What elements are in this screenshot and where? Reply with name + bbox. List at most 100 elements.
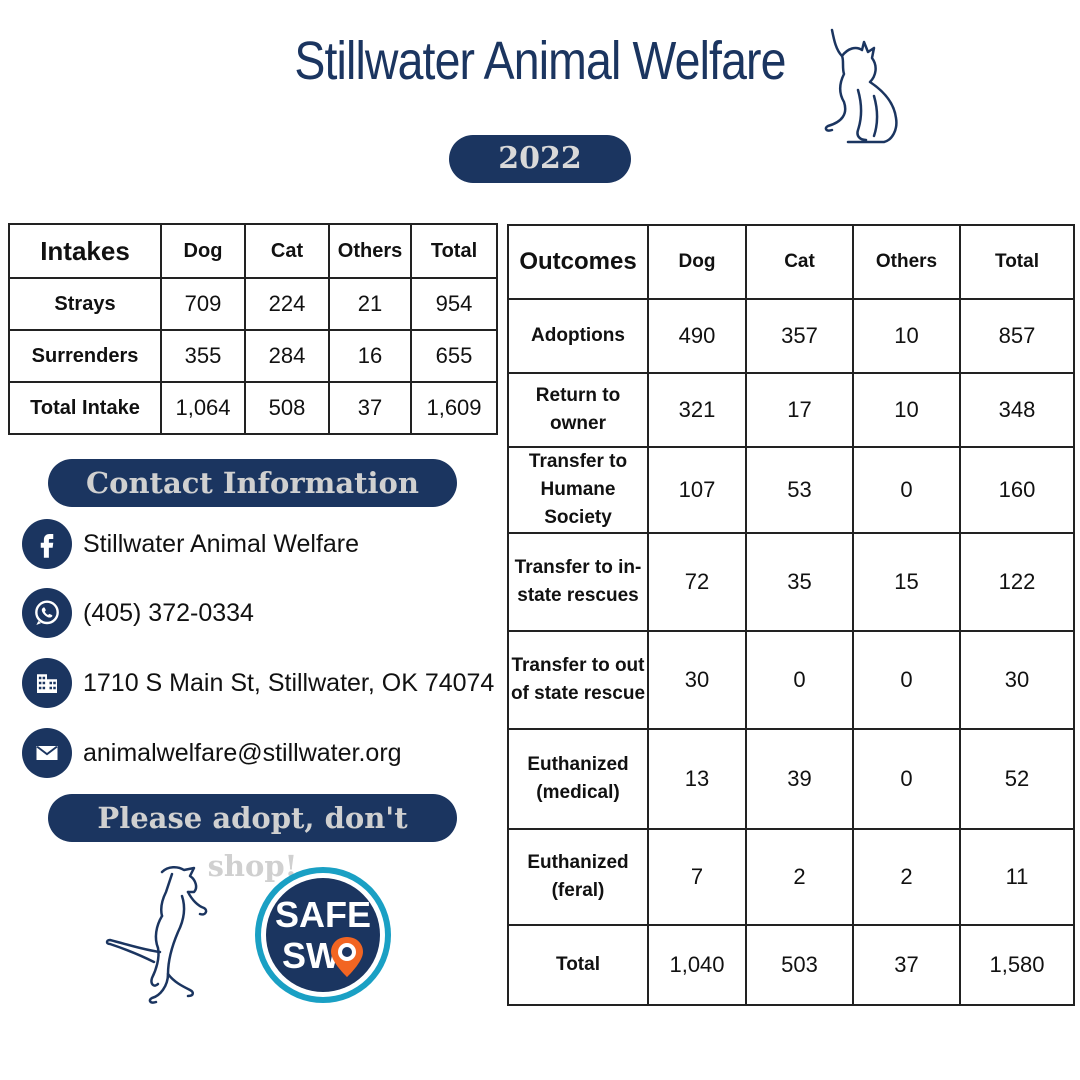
- contact-email[interactable]: animalwelfare@stillwater.org: [22, 727, 402, 779]
- row-label: Total: [507, 924, 649, 1006]
- contact-facebook[interactable]: Stillwater Animal Welfare: [22, 518, 359, 570]
- column-header: Dog: [647, 224, 747, 300]
- whatsapp-icon: [22, 588, 72, 638]
- row-label: Adoptions: [507, 298, 649, 374]
- table-cell: 53: [745, 446, 854, 534]
- safe-swo-badge: SAFE SW: [255, 867, 391, 1003]
- table-cell: 21: [328, 277, 412, 331]
- badge-line1: SAFE: [275, 894, 371, 935]
- table-cell: 1,064: [160, 381, 246, 435]
- table-cell: 508: [244, 381, 330, 435]
- intakes-heading: Intakes: [8, 223, 162, 279]
- table-cell: 30: [959, 630, 1075, 730]
- row-label: Transfer to in-state rescues: [507, 532, 649, 632]
- table-cell: 10: [852, 298, 961, 374]
- table-cell: 1,609: [410, 381, 498, 435]
- table-cell: 0: [852, 446, 961, 534]
- column-header: Total: [959, 224, 1075, 300]
- table-cell: 348: [959, 372, 1075, 448]
- row-label: Euthanized (feral): [507, 828, 649, 926]
- table-cell: 0: [852, 630, 961, 730]
- table-cell: 655: [410, 329, 498, 383]
- table-cell: 0: [745, 630, 854, 730]
- table-cell: 0: [852, 728, 961, 830]
- table-cell: 224: [244, 277, 330, 331]
- table-cell: 857: [959, 298, 1075, 374]
- table-row: Euthanized (feral) 7 2 2 11: [507, 828, 1075, 926]
- slogan-banner: Please adopt, don't shop!: [48, 794, 457, 883]
- column-header: Dog: [160, 223, 246, 279]
- table-cell: 52: [959, 728, 1075, 830]
- table-cell: 503: [745, 924, 854, 1006]
- table-cell: 284: [244, 329, 330, 383]
- row-label: Transfer to out of state rescue: [507, 630, 649, 730]
- column-header: Cat: [244, 223, 330, 279]
- column-header: Cat: [745, 224, 854, 300]
- email-address: animalwelfare@stillwater.org: [83, 738, 402, 767]
- table-cell: 15: [852, 532, 961, 632]
- table-row: Total 1,040 503 37 1,580: [507, 924, 1075, 1006]
- table-row: Euthanized (medical) 13 39 0 52: [507, 728, 1075, 830]
- table-row: Return to owner 321 17 10 348: [507, 372, 1075, 448]
- phone-number: (405) 372-0334: [83, 598, 254, 627]
- table-cell: 709: [160, 277, 246, 331]
- table-cell: 35: [745, 532, 854, 632]
- table-cell: 7: [647, 828, 747, 926]
- badge-line2: SW: [282, 935, 340, 976]
- dog-logo: [105, 866, 208, 1004]
- row-label: Strays: [8, 277, 162, 331]
- table-cell: 11: [959, 828, 1075, 926]
- table-cell: 39: [745, 728, 854, 830]
- column-header: Others: [852, 224, 961, 300]
- table-cell: 357: [745, 298, 854, 374]
- table-cell: 355: [160, 329, 246, 383]
- table-row: Transfer to Humane Society 107 53 0 160: [507, 446, 1075, 534]
- intakes-table: Intakes Dog Cat Others Total Strays 709 …: [8, 223, 498, 435]
- table-cell: 107: [647, 446, 747, 534]
- outcomes-table: Outcomes Dog Cat Others Total Adoptions …: [507, 224, 1075, 1006]
- table-cell: 17: [745, 372, 854, 448]
- table-cell: 160: [959, 446, 1075, 534]
- facebook-label: Stillwater Animal Welfare: [83, 529, 360, 558]
- table-header-row: Intakes Dog Cat Others Total: [8, 223, 498, 279]
- outcomes-heading: Outcomes: [507, 224, 649, 300]
- row-label: Transfer to Humane Society: [507, 446, 649, 534]
- table-cell: 2: [852, 828, 961, 926]
- column-header: Total: [410, 223, 498, 279]
- table-row: Surrenders 355 284 16 655: [8, 329, 498, 383]
- table-header-row: Outcomes Dog Cat Others Total: [507, 224, 1075, 300]
- row-label: Return to owner: [507, 372, 649, 448]
- table-row: Total Intake 1,064 508 37 1,609: [8, 381, 498, 435]
- table-cell: 321: [647, 372, 747, 448]
- contact-phone[interactable]: (405) 372-0334: [22, 587, 254, 639]
- table-cell: 2: [745, 828, 854, 926]
- table-cell: 30: [647, 630, 747, 730]
- table-cell: 1,580: [959, 924, 1075, 1006]
- page-title: Stillwater Animal Welfare: [294, 31, 786, 91]
- row-label: Euthanized (medical): [507, 728, 649, 830]
- table-row: Adoptions 490 357 10 857: [507, 298, 1075, 374]
- table-cell: 72: [647, 532, 747, 632]
- table-row: Strays 709 224 21 954: [8, 277, 498, 331]
- table-cell: 13: [647, 728, 747, 830]
- building-icon: [22, 658, 72, 708]
- mail-icon: [22, 728, 72, 778]
- contact-heading: Contact Information: [48, 459, 457, 507]
- map-pin-icon: [331, 937, 363, 977]
- table-row: Transfer to out of state rescue 30 0 0 3…: [507, 630, 1075, 730]
- table-cell: 122: [959, 532, 1075, 632]
- table-cell: 37: [852, 924, 961, 1006]
- table-cell: 37: [328, 381, 412, 435]
- year-badge: 2022: [449, 135, 631, 183]
- address-text: 1710 S Main St, Stillwater, OK 74074: [83, 668, 495, 697]
- table-cell: 490: [647, 298, 747, 374]
- table-cell: 1,040: [647, 924, 747, 1006]
- table-cell: 954: [410, 277, 498, 331]
- contact-address[interactable]: 1710 S Main St, Stillwater, OK 74074: [22, 657, 494, 709]
- table-cell: 10: [852, 372, 961, 448]
- row-label: Surrenders: [8, 329, 162, 383]
- table-row: Transfer to in-state rescues 72 35 15 12…: [507, 532, 1075, 632]
- facebook-icon: [22, 519, 72, 569]
- cat-logo: [824, 28, 898, 144]
- column-header: Others: [328, 223, 412, 279]
